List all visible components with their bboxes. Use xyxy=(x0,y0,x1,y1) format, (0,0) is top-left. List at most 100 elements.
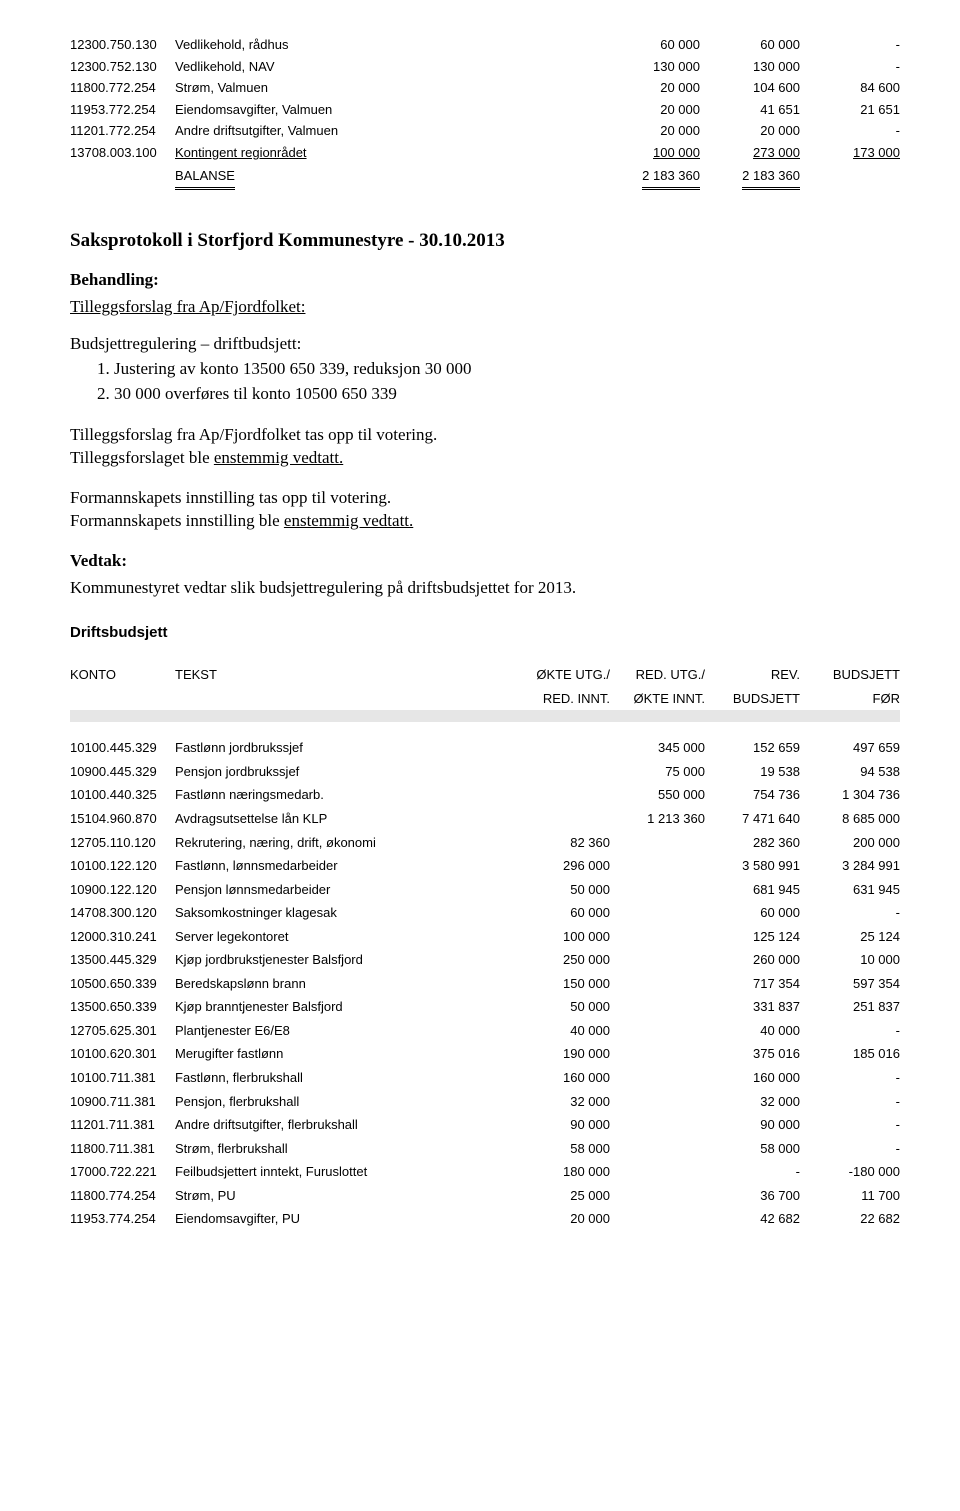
cell-value: 190 000 xyxy=(515,1042,610,1066)
balanse-row: BALANSE2 183 3602 183 360 xyxy=(70,163,900,192)
cell-value: 173 000 xyxy=(800,142,900,164)
saksprotokoll-heading: Saksprotokoll i Storfjord Kommunestyre -… xyxy=(70,230,900,252)
cell-value: 631 945 xyxy=(800,878,900,902)
cell-value: 8 685 000 xyxy=(800,807,900,831)
cell-value xyxy=(610,1160,705,1184)
table-row: 15104.960.870Avdragsutsettelse lån KLP1 … xyxy=(70,807,900,831)
cell-konto: 12300.750.130 xyxy=(70,34,175,56)
cell-value xyxy=(610,831,705,855)
cell-value: 375 016 xyxy=(705,1042,800,1066)
voting-paragraph-2: Formannskapets innstilling tas opp til v… xyxy=(70,487,900,533)
top-budget-table: 12300.750.130Vedlikehold, rådhus60 00060… xyxy=(70,34,900,192)
cell-tekst: Strøm, flerbrukshall xyxy=(175,1137,515,1161)
cell-tekst: Fastlønn, lønnsmedarbeider xyxy=(175,854,515,878)
cell-value: 150 000 xyxy=(515,972,610,996)
cell-value: - xyxy=(800,34,900,56)
cell-value xyxy=(610,878,705,902)
table-row: 10500.650.339Beredskapslønn brann150 000… xyxy=(70,972,900,996)
cell-value: - xyxy=(800,1113,900,1137)
cell-tekst: Saksomkostninger klagesak xyxy=(175,901,515,925)
table-row: 10100.122.120Fastlønn, lønnsmedarbeider2… xyxy=(70,854,900,878)
cell-value: 20 000 xyxy=(600,77,700,99)
cell-value: 58 000 xyxy=(515,1137,610,1161)
cell-value xyxy=(610,925,705,949)
cell-value: 200 000 xyxy=(800,831,900,855)
cell-tekst: Kjøp jordbrukstjenester Balsfjord xyxy=(175,948,515,972)
cell-value: 331 837 xyxy=(705,995,800,1019)
cell-value: 60 000 xyxy=(515,901,610,925)
tilleggsforslag-heading: Tilleggsforslag fra Ap/Fjordfolket: xyxy=(70,297,305,316)
cell-value: 3 580 991 xyxy=(705,854,800,878)
cell-value: 36 700 xyxy=(705,1184,800,1208)
table-row: 11953.772.254Eiendomsavgifter, Valmuen20… xyxy=(70,99,900,121)
cell-tekst: Kjøp branntjenester Balsfjord xyxy=(175,995,515,1019)
col-header-konto: KONTO xyxy=(70,663,175,687)
budsjettregulering-list: Justering av konto 13500 650 339, reduks… xyxy=(70,358,900,406)
table-row: 10100.620.301Merugifter fastlønn190 0003… xyxy=(70,1042,900,1066)
cell-tekst: Avdragsutsettelse lån KLP xyxy=(175,807,515,831)
cell-value: 10 000 xyxy=(800,948,900,972)
cell-tekst: Pensjon lønnsmedarbeider xyxy=(175,878,515,902)
cell-konto: 11201.711.381 xyxy=(70,1113,175,1137)
cell-value xyxy=(610,1113,705,1137)
balanse-value: 2 183 360 xyxy=(600,163,700,192)
cell-value: 75 000 xyxy=(610,760,705,784)
cell-konto: 10900.122.120 xyxy=(70,878,175,902)
cell-value: 7 471 640 xyxy=(705,807,800,831)
cell-value: - xyxy=(800,1066,900,1090)
table-row: 10900.711.381Pensjon, flerbrukshall32 00… xyxy=(70,1090,900,1114)
driftsbudsjett-table: KONTO TEKST ØKTE UTG./ RED. UTG./ REV. B… xyxy=(70,663,900,1231)
voting-text: Formannskapets innstilling tas opp til v… xyxy=(70,488,391,507)
cell-value: - xyxy=(800,901,900,925)
cell-value: 20 000 xyxy=(700,120,800,142)
cell-value: - xyxy=(705,1160,800,1184)
voting-text: Tilleggsforslaget ble xyxy=(70,448,214,467)
cell-value xyxy=(515,736,610,760)
cell-tekst: Merugifter fastlønn xyxy=(175,1042,515,1066)
cell-tekst: Andre driftsutgifter, Valmuen xyxy=(175,120,600,142)
cell-konto: 11800.711.381 xyxy=(70,1137,175,1161)
cell-value: 754 736 xyxy=(705,783,800,807)
cell-value: 94 538 xyxy=(800,760,900,784)
cell-value: 42 682 xyxy=(705,1207,800,1231)
list-item: 30 000 overføres til konto 10500 650 339 xyxy=(114,383,900,406)
table-row: 13708.003.100Kontingent regionrådet100 0… xyxy=(70,142,900,164)
cell-value: 40 000 xyxy=(515,1019,610,1043)
cell-value: 11 700 xyxy=(800,1184,900,1208)
cell-tekst: Fastlønn, flerbrukshall xyxy=(175,1066,515,1090)
cell-value xyxy=(610,1090,705,1114)
cell-konto: 11201.772.254 xyxy=(70,120,175,142)
cell-konto: 10900.711.381 xyxy=(70,1090,175,1114)
cell-konto: 13500.650.339 xyxy=(70,995,175,1019)
cell-konto: 12300.752.130 xyxy=(70,56,175,78)
cell-value: 717 354 xyxy=(705,972,800,996)
table-row: 10900.122.120Pensjon lønnsmedarbeider50 … xyxy=(70,878,900,902)
cell-value: - xyxy=(800,120,900,142)
cell-value: 19 538 xyxy=(705,760,800,784)
cell-tekst: Server legekontoret xyxy=(175,925,515,949)
table-row: 12300.752.130Vedlikehold, NAV130 000130 … xyxy=(70,56,900,78)
cell-value: 3 284 991 xyxy=(800,854,900,878)
cell-tekst: Strøm, PU xyxy=(175,1184,515,1208)
cell-value xyxy=(610,1184,705,1208)
col-header-okte-utg: ØKTE UTG./ xyxy=(515,663,610,687)
cell-value: 20 000 xyxy=(600,120,700,142)
table-header-row: KONTO TEKST ØKTE UTG./ RED. UTG./ REV. B… xyxy=(70,663,900,687)
cell-konto: 15104.960.870 xyxy=(70,807,175,831)
col-header-red-utg: RED. UTG./ xyxy=(610,663,705,687)
table-row: 11800.711.381Strøm, flerbrukshall58 0005… xyxy=(70,1137,900,1161)
cell-value: 60 000 xyxy=(600,34,700,56)
cell-value xyxy=(610,948,705,972)
cell-value: 41 651 xyxy=(700,99,800,121)
cell-value xyxy=(610,1066,705,1090)
cell-tekst: Strøm, Valmuen xyxy=(175,77,600,99)
cell-value: 32 000 xyxy=(705,1090,800,1114)
spacer-row xyxy=(70,722,900,736)
cell-konto: 12705.110.120 xyxy=(70,831,175,855)
cell-value: 21 651 xyxy=(800,99,900,121)
table-row: 12000.310.241Server legekontoret100 0001… xyxy=(70,925,900,949)
cell-value xyxy=(515,807,610,831)
cell-tekst: Beredskapslønn brann xyxy=(175,972,515,996)
budsjettregulering-heading: Budsjettregulering – driftbudsjett: xyxy=(70,333,900,356)
col-subheader: BUDSJETT xyxy=(705,687,800,711)
